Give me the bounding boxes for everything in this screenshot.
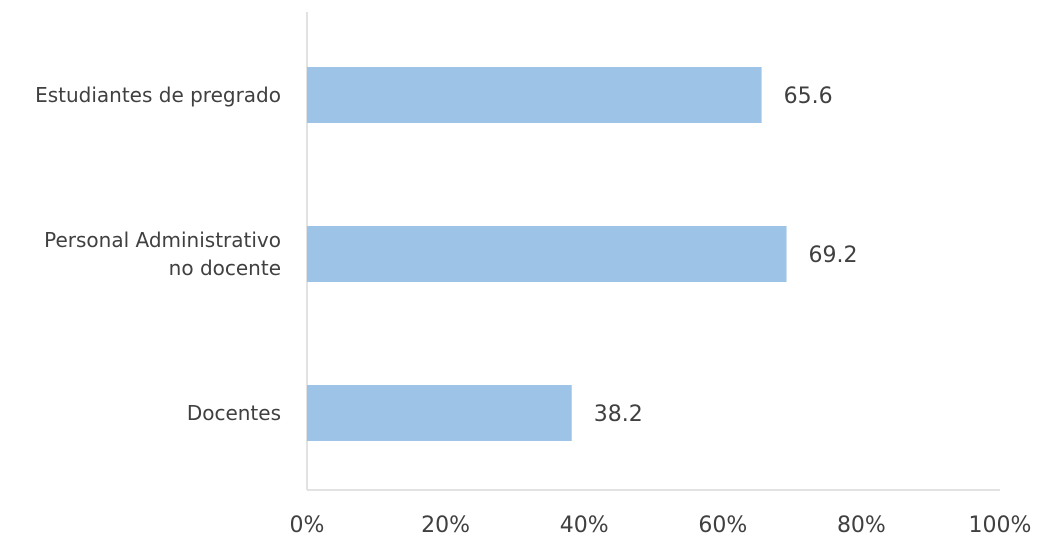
data-label: 69.2 [809, 243, 858, 268]
category-label-line: no docente [169, 256, 281, 280]
category-label: Docentes [187, 401, 281, 425]
x-tick-label: 20% [421, 513, 470, 538]
x-tick-label: 100% [969, 513, 1032, 538]
x-tick-label: 80% [837, 513, 886, 538]
data-label: 65.6 [784, 84, 833, 109]
category-label-line: Estudiantes de pregrado [35, 83, 281, 107]
x-tick-label: 60% [698, 513, 747, 538]
x-tick-label: 40% [560, 513, 609, 538]
category-label-line: Docentes [187, 401, 281, 425]
category-label-line: Personal Administrativo [44, 228, 281, 252]
bar [307, 385, 572, 441]
bar [307, 67, 762, 123]
data-label: 38.2 [594, 402, 643, 427]
category-label: Estudiantes de pregrado [35, 83, 281, 107]
bar [307, 226, 787, 282]
x-tick-label: 0% [290, 513, 325, 538]
category-label: Personal Administrativo no docente [44, 228, 281, 280]
